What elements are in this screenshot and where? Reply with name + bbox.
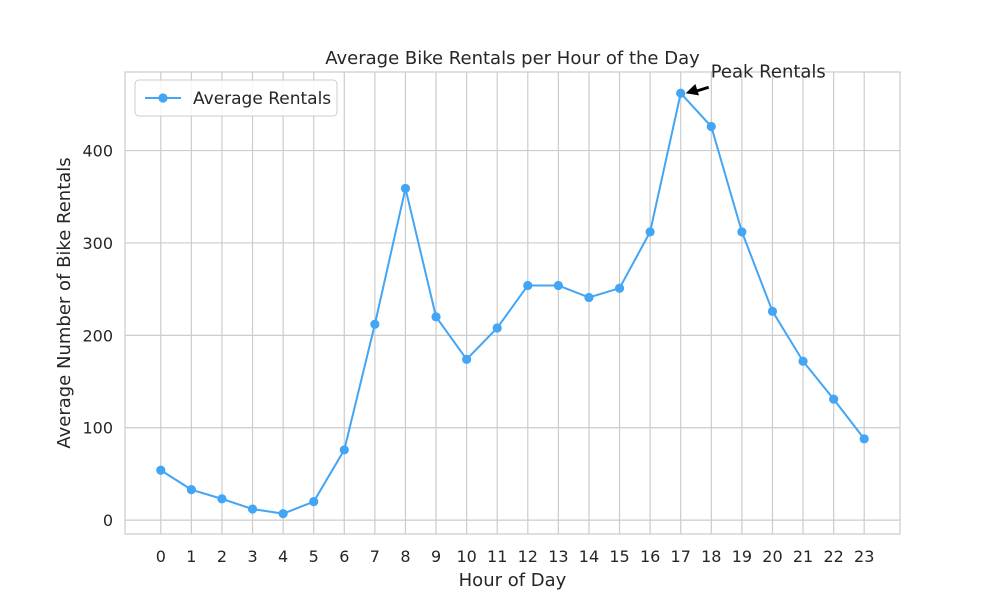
grid-lines: [125, 72, 900, 534]
data-point: [737, 227, 747, 237]
x-tick-label: 19: [732, 547, 752, 566]
data-point: [706, 121, 716, 132]
data-point: [798, 356, 808, 366]
legend: Average Rentals: [134, 79, 338, 117]
x-tick-label: 9: [431, 547, 441, 566]
data-point: [584, 292, 594, 303]
x-tick-label: 4: [278, 547, 288, 566]
x-tick-label: 0: [156, 547, 166, 566]
data-point: [614, 283, 625, 293]
x-tick-label: 7: [370, 547, 380, 566]
x-tick-label: 5: [309, 547, 319, 566]
x-tick-label: 18: [701, 547, 721, 566]
y-axis-label: Average Number of Bike Rentals: [54, 157, 75, 448]
data-point: [462, 354, 472, 364]
legend-label: Average Rentals: [193, 89, 331, 109]
y-tick-label: 0: [103, 511, 113, 530]
x-tick-label: 1: [186, 547, 196, 566]
annotation-arrow-head: [685, 83, 699, 96]
x-tick-label: 6: [339, 547, 349, 566]
data-point: [645, 227, 655, 237]
data-point: [217, 494, 227, 504]
annotation-label: Peak Rentals: [711, 61, 826, 82]
plot-area-frame: [124, 71, 901, 535]
data-point: [492, 323, 502, 333]
legend-box: [134, 79, 338, 117]
y-tick-label: 200: [82, 326, 113, 345]
y-tick-label: 100: [82, 419, 113, 438]
data-point: [156, 465, 166, 475]
series-line: [160, 91, 866, 515]
y-tick-label: 400: [82, 142, 113, 161]
x-tick-label: 21: [793, 547, 813, 566]
data-point: [553, 280, 563, 291]
x-tick-label: 16: [640, 547, 660, 566]
x-tick-label: 23: [854, 547, 874, 566]
chart-title: Average Bike Rentals per Hour of the Day: [325, 48, 700, 69]
x-tick-label: 22: [823, 547, 843, 566]
x-tick-label: 20: [762, 547, 782, 566]
x-tick-label: 10: [456, 547, 476, 566]
x-tick-label: 12: [518, 547, 538, 566]
data-point: [400, 183, 411, 194]
axis-ticks: 0 1 2 3 4 5 6 7 8 9 10 11 12 13 14 15 16 17 18 19 20 21 22 2301…: [82, 142, 874, 566]
data-point: [186, 485, 196, 495]
legend-marker: [158, 93, 168, 103]
x-tick-label: 3: [247, 547, 257, 566]
data-point: [676, 88, 686, 98]
data-point: [309, 497, 319, 507]
x-tick-label: 11: [487, 547, 507, 566]
data-point: [247, 504, 258, 514]
x-tick-label: 2: [217, 547, 227, 566]
x-tick-label: 13: [548, 547, 568, 566]
x-tick-label: 14: [579, 547, 599, 566]
x-axis-label: Hour of Day: [459, 570, 567, 591]
data-point: [370, 319, 380, 329]
data-point: [278, 509, 288, 519]
data-point: [859, 434, 869, 444]
data-point: [767, 306, 778, 316]
x-tick-label: 15: [609, 547, 629, 566]
x-tick-label: 8: [400, 547, 410, 566]
data-point: [829, 394, 839, 404]
data-point: [523, 280, 533, 291]
y-tick-label: 300: [82, 234, 113, 253]
x-tick-label: 17: [671, 547, 691, 566]
data-point: [339, 445, 349, 455]
annotation-layer: Peak Rentals: [685, 61, 826, 96]
series-layer: [156, 88, 869, 519]
data-point: [431, 312, 441, 322]
